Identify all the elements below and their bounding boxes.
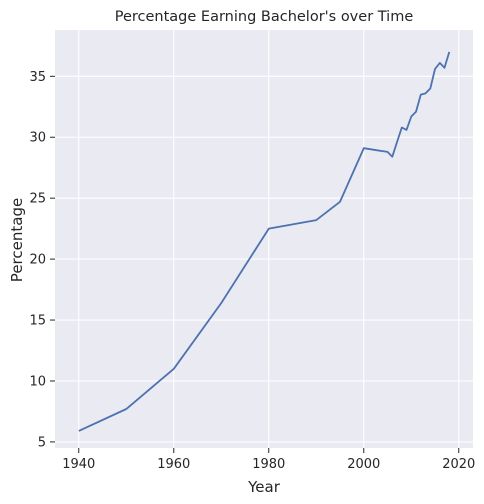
x-gridlines bbox=[78, 30, 460, 448]
y-tick-label: 15 bbox=[29, 314, 46, 329]
y-gridlines bbox=[55, 75, 473, 443]
chart-title: Percentage Earning Bachelor's over Time bbox=[115, 9, 414, 25]
y-tick-label: 35 bbox=[29, 70, 46, 85]
y-tick-label: 25 bbox=[29, 192, 46, 207]
y-axis-ticks: 5 10 15 20 25 30 35 bbox=[29, 70, 55, 450]
x-tick-label: 2000 bbox=[347, 457, 380, 472]
x-tick-label: 1960 bbox=[157, 457, 190, 472]
x-tick-label: 2020 bbox=[442, 457, 475, 472]
plot-area bbox=[55, 30, 473, 448]
x-tick-label: 1980 bbox=[252, 457, 285, 472]
y-tick-label: 10 bbox=[29, 374, 46, 389]
y-tick-label: 5 bbox=[38, 435, 46, 450]
x-axis-label: Year bbox=[247, 478, 281, 496]
y-tick-label: 20 bbox=[29, 253, 46, 268]
x-axis-ticks: 1940 1960 1980 2000 2020 bbox=[62, 448, 475, 472]
x-tick-label: 1940 bbox=[62, 457, 95, 472]
series-line bbox=[78, 51, 451, 432]
y-tick-label: 30 bbox=[29, 131, 46, 146]
y-axis-label: Percentage bbox=[8, 198, 26, 282]
